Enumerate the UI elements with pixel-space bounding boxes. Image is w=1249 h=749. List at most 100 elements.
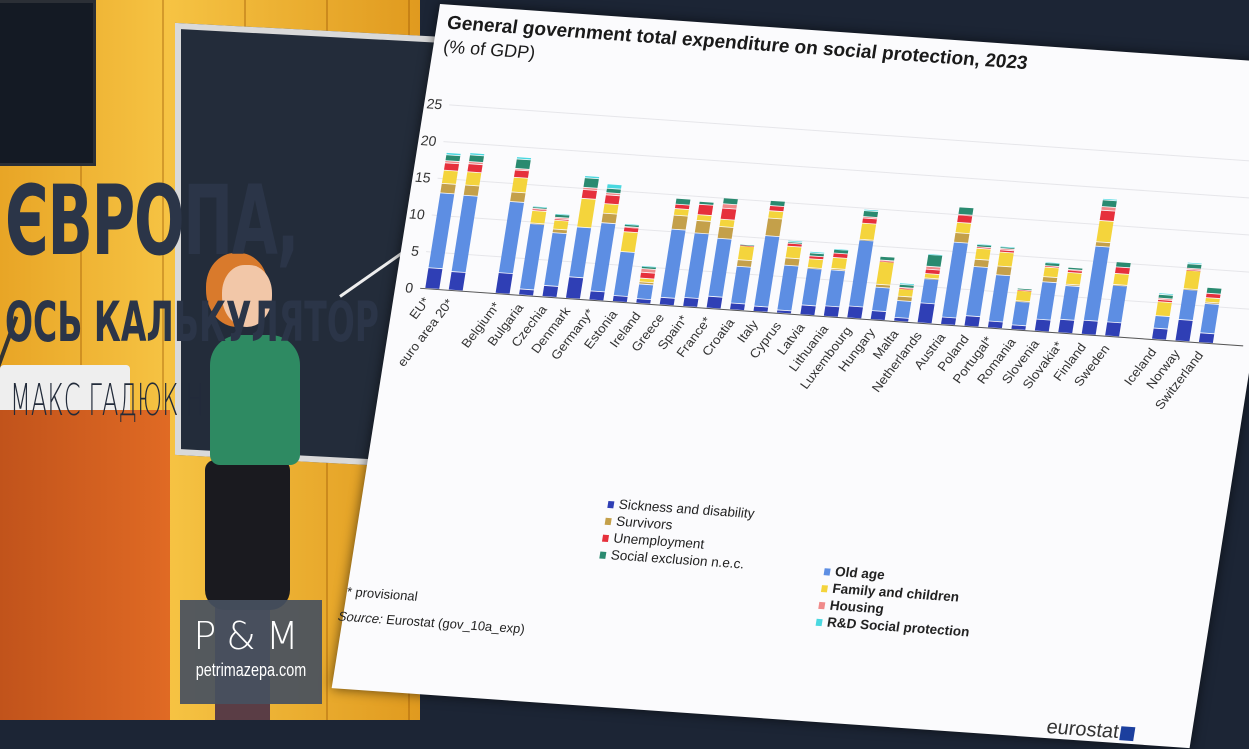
bar-segment: [697, 204, 714, 216]
wall-tv: [0, 0, 96, 166]
bar-segment: [636, 299, 651, 304]
bar-segment: [777, 265, 799, 311]
bar-segment: [554, 217, 569, 220]
bar-segment: [1206, 287, 1222, 294]
bar-segment: [958, 207, 974, 215]
site-logo[interactable]: P&M petrimazepa.com: [180, 600, 322, 704]
bar-segment: [1113, 284, 1128, 287]
bar-segment: [788, 240, 803, 243]
bar-segment: [784, 258, 800, 266]
bar-segment: [920, 279, 939, 304]
bar-segment: [1101, 206, 1116, 211]
bar-segment: [720, 208, 737, 220]
bar-segment: [542, 285, 559, 298]
source-label: Source:: [336, 608, 384, 627]
bar-segment: [1205, 302, 1220, 305]
bar-segment: [1186, 269, 1201, 272]
bar-segment: [706, 296, 723, 309]
bar-segment: [1065, 272, 1082, 285]
bar-segment: [740, 244, 755, 247]
bar-segment: [624, 224, 639, 226]
bar-segment: [606, 188, 621, 194]
bar-segment: [966, 266, 988, 317]
bar-segment: [897, 296, 912, 302]
bar-segment: [723, 198, 738, 205]
bar-segment: [1187, 262, 1202, 265]
bar-segment: [1099, 210, 1116, 222]
bar-segment: [696, 214, 712, 222]
teacher-torso: [210, 335, 300, 465]
bar-segment: [975, 248, 991, 260]
bar-segment: [999, 250, 1015, 253]
bar-segment: [675, 198, 691, 205]
bar-segment: [636, 284, 654, 300]
bar-segment: [894, 300, 912, 318]
bar-segment: [722, 204, 737, 209]
bar-segment: [463, 185, 480, 196]
legend-swatch: [604, 517, 612, 526]
y-tick-label: 10: [408, 205, 426, 222]
y-tick-label: 5: [410, 243, 420, 259]
bar-segment: [833, 253, 848, 259]
bar-segment: [964, 316, 980, 327]
eurostat-wordmark: eurostat: [1044, 716, 1121, 744]
bar-segment: [1034, 319, 1051, 332]
bar-segment: [624, 226, 639, 229]
bar-segment: [671, 215, 688, 230]
bar-segment: [585, 175, 600, 179]
bar-segment: [1081, 320, 1098, 335]
legend-right: Old age Family and children Housing R&D …: [815, 562, 979, 640]
bar-segment: [955, 222, 972, 234]
bar-segment: [996, 266, 1012, 276]
bar-segment: [532, 209, 547, 212]
bar-segment: [988, 275, 1011, 322]
bar-segment: [1011, 325, 1026, 330]
legend-swatch: [823, 568, 831, 576]
bar-segment: [1107, 285, 1127, 323]
bar-segment: [498, 201, 524, 274]
bar-segment: [899, 288, 914, 290]
bar-segment: [660, 229, 686, 298]
bar-segment: [601, 213, 617, 224]
bar-segment: [770, 200, 785, 207]
bar-segment: [708, 238, 732, 297]
bar-segment: [898, 289, 914, 297]
bar-segment: [1000, 248, 1015, 251]
bar-segment: [468, 161, 483, 165]
bar-segment: [847, 306, 863, 319]
bar-segment: [590, 223, 616, 292]
bar-segment: [925, 269, 940, 275]
gridline: [443, 141, 1249, 200]
bar-segment: [1155, 302, 1172, 317]
bar-segment: [444, 163, 460, 171]
bar-segment: [810, 251, 825, 254]
bar-segment: [694, 220, 711, 234]
bar-segment: [924, 273, 940, 279]
bar-segment: [623, 227, 639, 233]
bar-segment: [785, 246, 802, 259]
bar-segment: [1101, 200, 1117, 208]
bar-segment: [1042, 276, 1058, 283]
bar-segment: [624, 224, 639, 228]
bar-segment: [446, 152, 461, 156]
bar-segment: [603, 204, 619, 214]
bar-segment: [519, 289, 534, 296]
bar-segment: [872, 287, 890, 312]
bar-segment: [1113, 273, 1129, 286]
bar-segment: [849, 240, 874, 307]
bar-segment: [445, 160, 460, 164]
bar-segment: [1058, 319, 1075, 334]
legend-left: Sickness and disability Survivors Unempl…: [599, 495, 756, 573]
bar-segment: [1116, 262, 1131, 268]
bar-segment: [754, 236, 780, 307]
podium: [0, 410, 170, 720]
bar-segment: [1068, 269, 1083, 272]
bar-segment: [831, 257, 847, 270]
chart-subtitle: (% of GDP): [441, 36, 537, 63]
bar-segment: [425, 268, 443, 289]
logo-url: petrimazepa.com: [195, 660, 307, 680]
bar-segment: [833, 249, 849, 254]
bar-segment: [451, 195, 478, 273]
bar-segment: [515, 168, 530, 171]
bar-segment: [1152, 328, 1168, 340]
